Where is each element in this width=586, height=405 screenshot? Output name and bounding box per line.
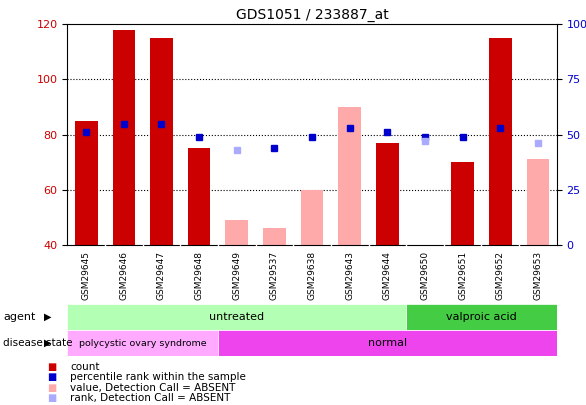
Bar: [113, 30, 135, 245]
Bar: [489, 38, 512, 245]
Bar: [218, 330, 557, 356]
Text: untreated: untreated: [209, 312, 264, 322]
Bar: [67, 304, 406, 330]
Text: valproic acid: valproic acid: [446, 312, 517, 322]
Bar: [67, 330, 218, 356]
Text: value, Detection Call = ABSENT: value, Detection Call = ABSENT: [70, 383, 236, 392]
Bar: [75, 121, 97, 245]
Text: ■: ■: [47, 362, 56, 371]
Bar: [150, 38, 173, 245]
Text: ▶: ▶: [45, 338, 52, 348]
Bar: [406, 304, 557, 330]
Text: ■: ■: [47, 393, 56, 403]
Bar: [301, 190, 323, 245]
Text: count: count: [70, 362, 100, 371]
Bar: [226, 220, 248, 245]
Bar: [263, 228, 286, 245]
Bar: [527, 160, 549, 245]
Bar: [338, 107, 361, 245]
Bar: [376, 143, 398, 245]
Text: rank, Detection Call = ABSENT: rank, Detection Call = ABSENT: [70, 393, 231, 403]
Text: ■: ■: [47, 372, 56, 382]
Text: ▶: ▶: [45, 312, 52, 322]
Bar: [188, 149, 210, 245]
Bar: [451, 162, 474, 245]
Text: normal: normal: [368, 338, 407, 348]
Title: GDS1051 / 233887_at: GDS1051 / 233887_at: [236, 8, 389, 22]
Text: polycystic ovary syndrome: polycystic ovary syndrome: [79, 339, 206, 348]
Text: percentile rank within the sample: percentile rank within the sample: [70, 372, 246, 382]
Text: agent: agent: [3, 312, 35, 322]
Text: disease state: disease state: [3, 338, 73, 348]
Text: ■: ■: [47, 383, 56, 392]
